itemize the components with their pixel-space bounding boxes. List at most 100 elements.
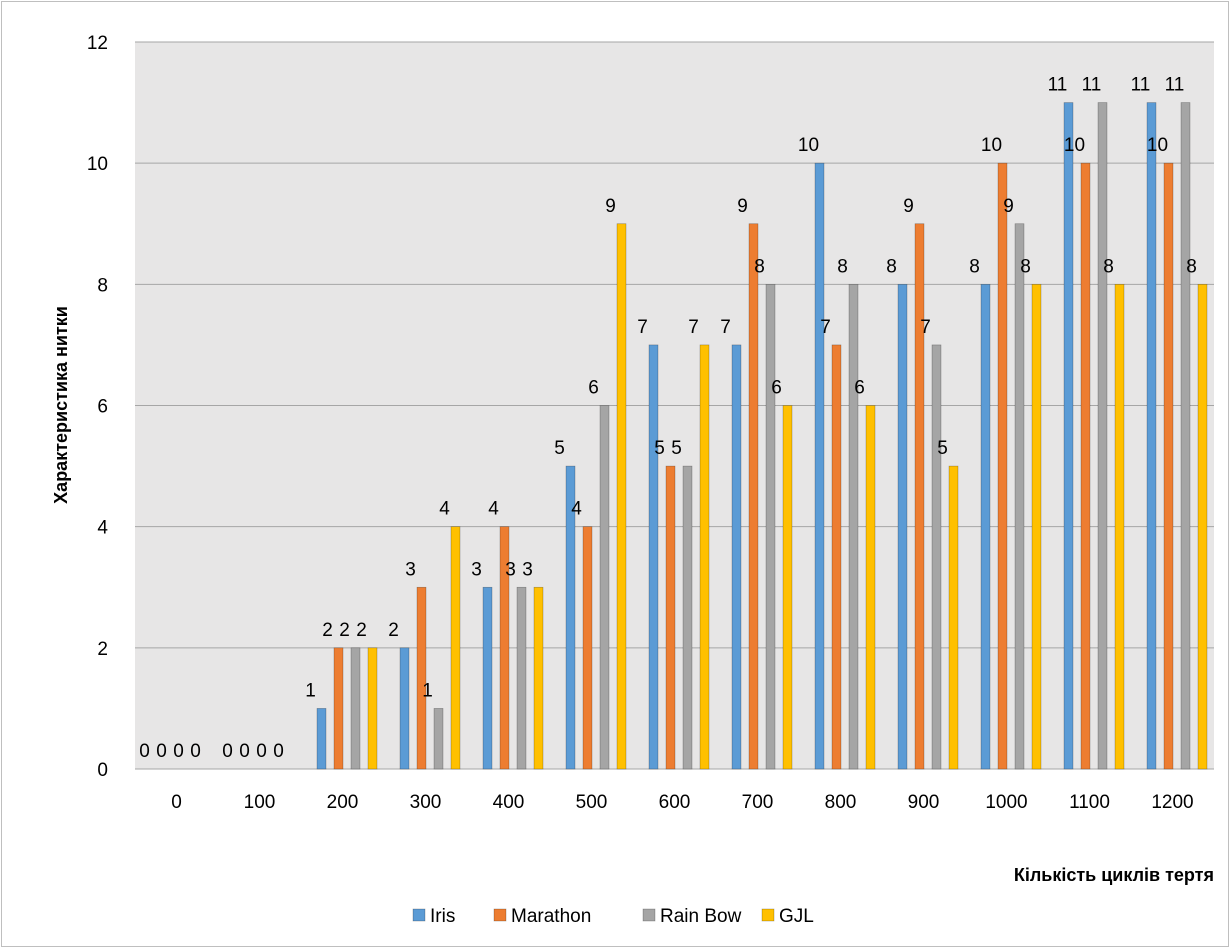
- data-label: 10: [798, 135, 819, 156]
- y-tick-label: 10: [87, 154, 108, 175]
- y-tick-label: 2: [97, 639, 108, 660]
- legend-label: Iris: [430, 906, 455, 927]
- data-label: 7: [637, 317, 648, 338]
- data-label: 0: [156, 741, 167, 762]
- legend-label: Rain Bow: [660, 906, 742, 927]
- x-tick-label: 1200: [1151, 792, 1193, 813]
- legend-swatch: [642, 908, 656, 922]
- bar: [316, 708, 327, 770]
- data-label: 7: [920, 317, 931, 338]
- bar: [1146, 102, 1157, 770]
- bar: [333, 647, 344, 770]
- data-label: 8: [837, 256, 848, 277]
- data-label: 0: [173, 741, 184, 762]
- data-label: 8: [969, 256, 980, 277]
- bar: [565, 465, 576, 770]
- data-label: 2: [388, 620, 399, 641]
- bar: [516, 586, 527, 770]
- bar: [665, 465, 676, 770]
- data-label: 6: [771, 378, 782, 399]
- data-label: 8: [1103, 256, 1114, 277]
- x-tick-label: 500: [576, 792, 608, 813]
- data-label: 3: [405, 559, 416, 580]
- bar: [980, 284, 991, 770]
- y-tick-label: 0: [97, 760, 108, 781]
- x-tick-label: 400: [493, 792, 525, 813]
- x-tick-label: 100: [244, 792, 276, 813]
- bar: [1114, 284, 1125, 770]
- y-tick-label: 8: [97, 275, 108, 296]
- bar: [814, 162, 825, 770]
- bar: [1031, 284, 1042, 770]
- bar: [1097, 102, 1108, 770]
- data-label: 8: [754, 256, 765, 277]
- bar: [648, 344, 659, 770]
- y-tick-label: 12: [87, 33, 108, 54]
- bar: [482, 586, 493, 770]
- data-label: 6: [588, 378, 599, 399]
- y-tick-label: 4: [97, 518, 108, 539]
- data-label: 2: [356, 620, 367, 641]
- bar: [897, 284, 908, 770]
- x-tick-label: 700: [742, 792, 774, 813]
- data-label: 0: [239, 741, 250, 762]
- bars: [316, 102, 1208, 770]
- bar: [1180, 102, 1191, 770]
- data-label: 10: [1147, 135, 1168, 156]
- data-label: 1: [422, 680, 433, 701]
- x-tick-label: 1100: [1069, 792, 1110, 813]
- data-label: 3: [471, 559, 482, 580]
- bar: [599, 405, 610, 770]
- legend-label: Marathon: [511, 906, 591, 927]
- data-label: 11: [1048, 75, 1068, 96]
- data-label: 5: [654, 438, 665, 459]
- data-label: 9: [903, 196, 914, 217]
- data-label: 3: [505, 559, 516, 580]
- bar: [865, 405, 876, 770]
- x-tick-label: 600: [659, 792, 691, 813]
- bar: [1163, 162, 1174, 770]
- legend-swatch: [493, 908, 507, 922]
- data-label: 2: [339, 620, 350, 641]
- data-label: 7: [720, 317, 731, 338]
- x-tick-label: 0: [171, 792, 182, 813]
- bar: [914, 223, 925, 770]
- data-label: 0: [273, 741, 284, 762]
- bar: [948, 465, 959, 770]
- legend-label: GJL: [779, 906, 814, 927]
- data-label: 5: [937, 438, 948, 459]
- data-label: 0: [256, 741, 267, 762]
- data-label: 10: [1064, 135, 1085, 156]
- y-tick-label: 6: [97, 397, 108, 418]
- data-label: 9: [605, 196, 616, 217]
- bar: [499, 526, 510, 770]
- bar: [416, 586, 427, 770]
- y-axis-title: Характеристика нитки: [51, 306, 71, 504]
- data-label: 4: [488, 499, 499, 520]
- bar: [1080, 162, 1091, 770]
- data-label: 4: [571, 499, 582, 520]
- data-label: 8: [1020, 256, 1031, 277]
- bar: [931, 344, 942, 770]
- data-label: 10: [981, 135, 1002, 156]
- bar: [731, 344, 742, 770]
- data-label: 5: [671, 438, 682, 459]
- data-label: 4: [439, 499, 450, 520]
- bar: [831, 344, 842, 770]
- bar: [616, 223, 627, 770]
- bar: [433, 708, 444, 770]
- bar: [699, 344, 710, 770]
- data-label: 11: [1165, 75, 1185, 96]
- bar: [367, 647, 378, 770]
- bar: [782, 405, 793, 770]
- data-label: 5: [554, 438, 565, 459]
- x-tick-label: 1000: [985, 792, 1027, 813]
- bar: [765, 284, 776, 770]
- data-label: 7: [688, 317, 699, 338]
- legend-swatch: [761, 908, 775, 922]
- x-axis-title: Кількість циклів тертя: [1014, 865, 1214, 885]
- data-label: 11: [1131, 75, 1151, 96]
- bar: [1063, 102, 1074, 770]
